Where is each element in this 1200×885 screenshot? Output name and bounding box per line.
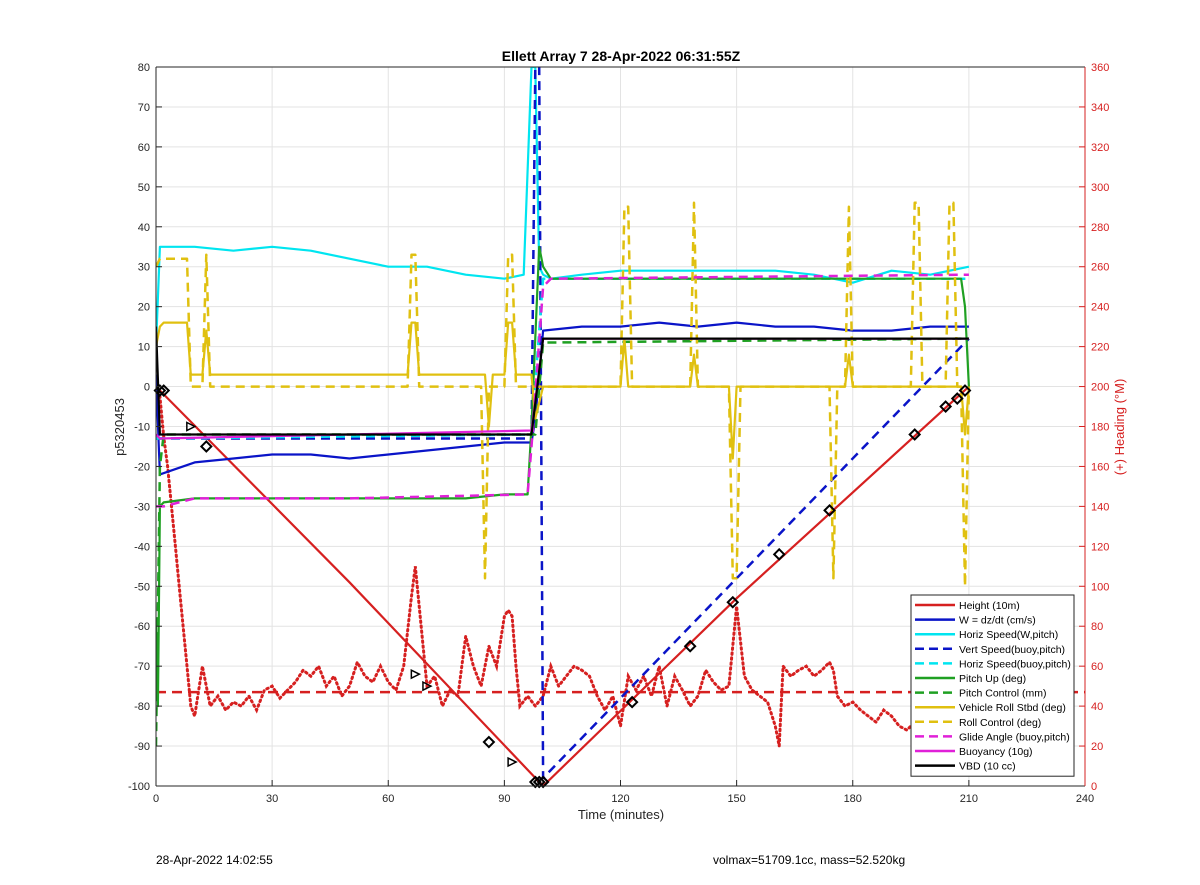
height-marker-diamond: [157, 384, 171, 397]
y-tick-label: -90: [134, 741, 150, 753]
height-marker-diamond: [532, 775, 546, 789]
y-tick-label: 0: [144, 382, 150, 394]
legend-label-height-10m: Height (10m): [959, 600, 1020, 612]
x-tick-label: 0: [153, 793, 159, 805]
y2-tick-label: 300: [1091, 182, 1109, 194]
height-marker-diamond: [772, 547, 786, 561]
legend: Height (10m) W = dz/dt (cm/s) Horiz Speed(…: [910, 594, 1075, 777]
markers-layer: [153, 384, 972, 789]
y2-tick-label: 0: [1091, 781, 1097, 793]
height-marker-diamond: [908, 428, 922, 441]
y2-tick-label: 180: [1091, 422, 1109, 434]
height-marker-diamond: [199, 440, 213, 453]
y-tick-label: -50: [134, 581, 150, 593]
y2-tick-label: 280: [1091, 222, 1109, 234]
y-tick-label: 10: [138, 342, 150, 354]
y2-tick-label: 360: [1091, 62, 1109, 74]
series-line-glide-angle-buoy-pitch: [156, 273, 969, 508]
series-line-vert-speed-buoy-pitch: [156, 67, 970, 780]
vehicle-meta-text: volmax=51709.1cc, mass=52.520kg: [713, 853, 906, 867]
height-marker-diamond: [683, 639, 697, 653]
height-marker-triangle: [422, 680, 433, 692]
height-marker-triangle: [507, 756, 518, 768]
height-marker-diamond: [726, 595, 740, 609]
heading-series-line: [156, 385, 971, 747]
series-line-roll-control-deg: [156, 201, 971, 588]
height-marker-diamond: [482, 735, 496, 749]
y2-tick-label: 340: [1091, 102, 1109, 114]
series-line-vbd-10-cc: [156, 326, 969, 436]
y-tick-label: 40: [138, 222, 150, 234]
legend-label-buoyancy-10g: Buoyancy (10g): [959, 746, 1033, 758]
y-axis-label: p5320453: [112, 398, 127, 456]
y-tick-label: -100: [128, 781, 150, 793]
x-tick-label: 240: [1076, 793, 1094, 805]
x-tick-label: 90: [498, 793, 510, 805]
x-tick-label: 60: [382, 793, 394, 805]
legend-label-glide-angle-buoy-pitch: Glide Angle (buoy,pitch): [959, 731, 1070, 743]
legend-label-pitch-control-mm: Pitch Control (mm): [959, 688, 1047, 700]
y2-tick-label: 40: [1091, 701, 1103, 713]
height-marker-diamond: [950, 392, 964, 405]
y2-tick-label: 160: [1091, 461, 1109, 473]
chart-title: Ellett Array 7 28-Apr-2022 06:31:55Z: [502, 48, 741, 64]
y-tick-label: 20: [138, 302, 150, 314]
legend-label-horiz-speed-w-pitch: Horiz Speed(W,pitch): [959, 629, 1058, 641]
legend-label-vehicle-roll-stbd-deg: Vehicle Roll Stbd (deg): [959, 702, 1066, 714]
y2-tick-label: 140: [1091, 501, 1109, 513]
x-tick-label: 30: [266, 793, 278, 805]
y-tick-label: -60: [134, 621, 150, 633]
height-marker-diamond: [939, 400, 953, 413]
x-tick-label: 210: [960, 793, 978, 805]
y-tick-label: 80: [138, 62, 150, 74]
legend-label-pitch-up-deg: Pitch Up (deg): [959, 673, 1026, 685]
y2-tick-label: 80: [1091, 621, 1103, 633]
y2-tick-label: 20: [1091, 741, 1103, 753]
y-tick-label: 60: [138, 142, 150, 154]
y2-tick-label: 200: [1091, 382, 1109, 394]
x-tick-label: 120: [611, 793, 629, 805]
x-tick-label: 180: [844, 793, 862, 805]
x-tick-label: 150: [727, 793, 745, 805]
y2-tick-label: 320: [1091, 142, 1109, 154]
y-tick-label: 70: [138, 102, 150, 114]
y-tick-label: -20: [134, 461, 150, 473]
height-marker-diamond: [153, 384, 167, 397]
legend-label-vbd-10-cc: VBD (10 cc): [959, 761, 1016, 773]
y2-tick-label: 220: [1091, 342, 1109, 354]
y2-tick-label: 60: [1091, 661, 1103, 673]
series-layer: [156, 67, 1085, 786]
height-marker-diamond: [823, 503, 836, 517]
legend-label-horiz-speed-buoy-pitch: Horiz Speed(buoy,pitch): [959, 658, 1071, 670]
y-tick-label: 50: [138, 182, 150, 194]
height-marker-diamond: [625, 695, 639, 709]
timestamp-text: 28-Apr-2022 14:02:55: [156, 853, 273, 867]
x-axis-label: Time (minutes): [578, 807, 664, 822]
height-marker-diamond: [536, 775, 550, 789]
height-marker-diamond: [958, 384, 972, 397]
y2-tick-label: 240: [1091, 302, 1109, 314]
y2-axis-label: (+) Heading (°M): [1112, 379, 1127, 476]
series-line-horiz-speed-w-pitch: [156, 67, 970, 347]
y-tick-label: -30: [134, 501, 150, 513]
legend-label-w-dz-dt-cm-s: W = dz/dt (cm/s): [959, 615, 1036, 627]
axes: [155, 66, 1086, 787]
legend-label-roll-control-deg: Roll Control (deg): [959, 717, 1041, 729]
y-tick-label: -40: [134, 541, 150, 553]
y-tick-label: 30: [138, 262, 150, 274]
height-marker-triangle: [410, 668, 422, 680]
y2-tick-label: 100: [1091, 581, 1109, 593]
legend-label-vert-speed-buoy-pitch: Vert Speed(buoy,pitch): [959, 644, 1065, 656]
y-tick-label: -80: [134, 701, 150, 713]
legend-box: [910, 594, 1075, 777]
y2-tick-label: 260: [1091, 262, 1109, 274]
y2-tick-label: 120: [1091, 541, 1109, 553]
tick-labels: 0 30 60 90 120 150 180 210 240-100-90-80-70-60-5…: [128, 62, 1109, 805]
y-tick-label: -70: [134, 661, 150, 673]
y-tick-label: -10: [134, 422, 150, 434]
height-marker-triangle: [186, 421, 197, 432]
